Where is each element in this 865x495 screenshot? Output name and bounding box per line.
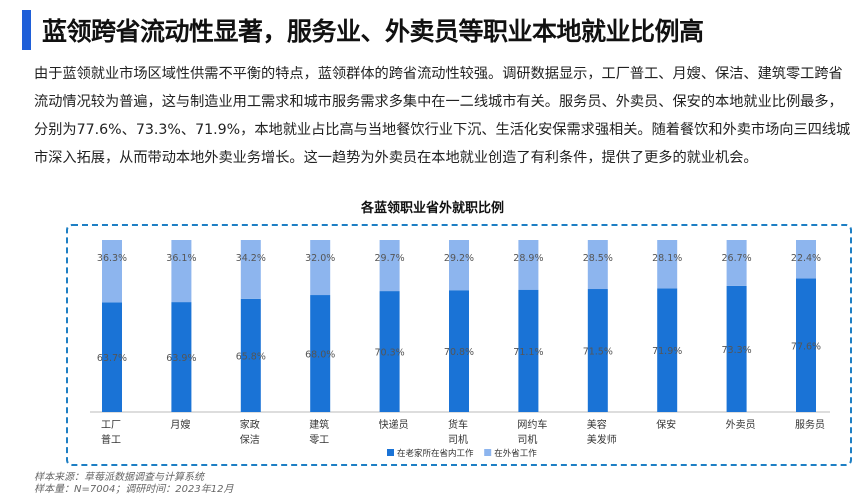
data-label-local-9: 73.3%	[722, 345, 752, 356]
x-tick-label-7-1: 美发师	[587, 433, 617, 446]
data-label-other-8: 28.1%	[652, 253, 682, 264]
bar-other-province-5	[449, 240, 469, 291]
legend-swatch-0	[387, 449, 394, 456]
bar-local-10	[796, 278, 816, 412]
bar-local-6	[518, 289, 539, 412]
x-tick-label-2-0: 家政	[240, 418, 260, 431]
x-tick-label-9-0: 外卖员	[726, 419, 756, 431]
data-label-local-4: 70.3%	[375, 348, 405, 359]
data-label-other-7: 28.5%	[583, 253, 613, 264]
x-tick-label-10-0: 服务员	[795, 418, 825, 431]
legend-label-0: 在老家所在省内工作	[397, 448, 474, 459]
x-tick-label-8-0: 保安	[656, 418, 676, 431]
body-paragraph: 由于蓝领就业市场区域性供需不平衡的特点，蓝领群体的跨省流动性较强。调研数据显示，…	[34, 66, 851, 166]
data-label-other-9: 26.7%	[722, 253, 752, 264]
bar-other-province-3	[310, 240, 331, 296]
bar-local-0	[102, 302, 122, 412]
data-label-local-6: 71.1%	[513, 347, 543, 358]
data-label-other-0: 36.3%	[97, 253, 127, 264]
data-label-other-2: 34.2%	[236, 253, 266, 264]
bar-other-province-2	[240, 240, 261, 299]
data-label-other-5: 29.2%	[444, 253, 474, 264]
x-tick-label-3-1: 零工	[309, 434, 329, 446]
x-tick-label-1-0: 月嫂	[170, 419, 190, 431]
x-tick-label-7-0: 美容	[587, 418, 607, 431]
data-label-local-0: 63.7%	[97, 353, 127, 364]
bar-local-2	[240, 298, 261, 412]
bar-other-province-9	[726, 240, 747, 286]
data-label-local-5: 70.8%	[444, 347, 474, 358]
x-tick-label-5-0: 货车	[448, 418, 468, 431]
x-tick-label-0-1: 普工	[101, 433, 121, 446]
bar-other-province-4	[379, 240, 400, 292]
bar-other-province-0	[102, 240, 122, 303]
data-label-local-8: 71.9%	[652, 346, 682, 357]
data-label-other-3: 32.0%	[305, 253, 335, 264]
bar-local-9	[726, 285, 747, 412]
data-label-local-7: 71.5%	[583, 347, 613, 358]
x-tick-label-6-0: 网约车	[517, 418, 547, 431]
legend-label-1: 在外省工作	[494, 448, 537, 459]
data-label-local-3: 68.0%	[305, 350, 335, 361]
bar-local-1	[171, 302, 192, 412]
bar-other-province-7	[587, 240, 608, 290]
bar-local-3	[310, 295, 331, 412]
data-label-local-10: 77.6%	[791, 341, 821, 352]
bar-local-8	[657, 288, 678, 412]
page-title: 蓝领跨省流动性显著，服务业、外卖员等职业本地就业比例高	[42, 17, 704, 46]
bar-local-7	[587, 289, 608, 412]
bar-local-5	[449, 290, 469, 412]
x-tick-label-2-1: 保洁	[240, 433, 260, 446]
chart-frame	[66, 224, 852, 466]
data-label-other-10: 22.4%	[791, 253, 821, 264]
bar-other-province-8	[657, 240, 678, 289]
sample-note: 样本量：N=7004；调研时间：2023年12月	[34, 484, 234, 495]
legend-swatch-1	[484, 449, 492, 456]
data-label-local-2: 65.8%	[236, 351, 266, 362]
x-tick-label-0-0: 工厂	[101, 420, 121, 431]
x-tick-label-5-1: 司机	[448, 433, 468, 446]
data-label-local-1: 63.9%	[166, 353, 196, 364]
chart-title: 各蓝领职业省外就职比例	[360, 201, 504, 216]
data-label-other-4: 29.7%	[375, 253, 405, 264]
x-tick-label-3-0: 建筑	[309, 418, 329, 431]
title-accent-bar	[22, 10, 31, 50]
data-label-other-1: 36.1%	[166, 253, 196, 264]
bar-other-province-6	[518, 240, 539, 290]
x-tick-label-4-0: 快递员	[379, 418, 409, 431]
bar-local-4	[379, 291, 400, 412]
x-tick-label-6-1: 司机	[517, 433, 537, 446]
data-label-other-6: 28.9%	[513, 253, 543, 264]
bar-other-province-10	[796, 240, 816, 279]
bar-other-province-1	[171, 240, 192, 303]
source-note: 样本来源：草莓派数据调查与计算系统	[34, 472, 204, 483]
